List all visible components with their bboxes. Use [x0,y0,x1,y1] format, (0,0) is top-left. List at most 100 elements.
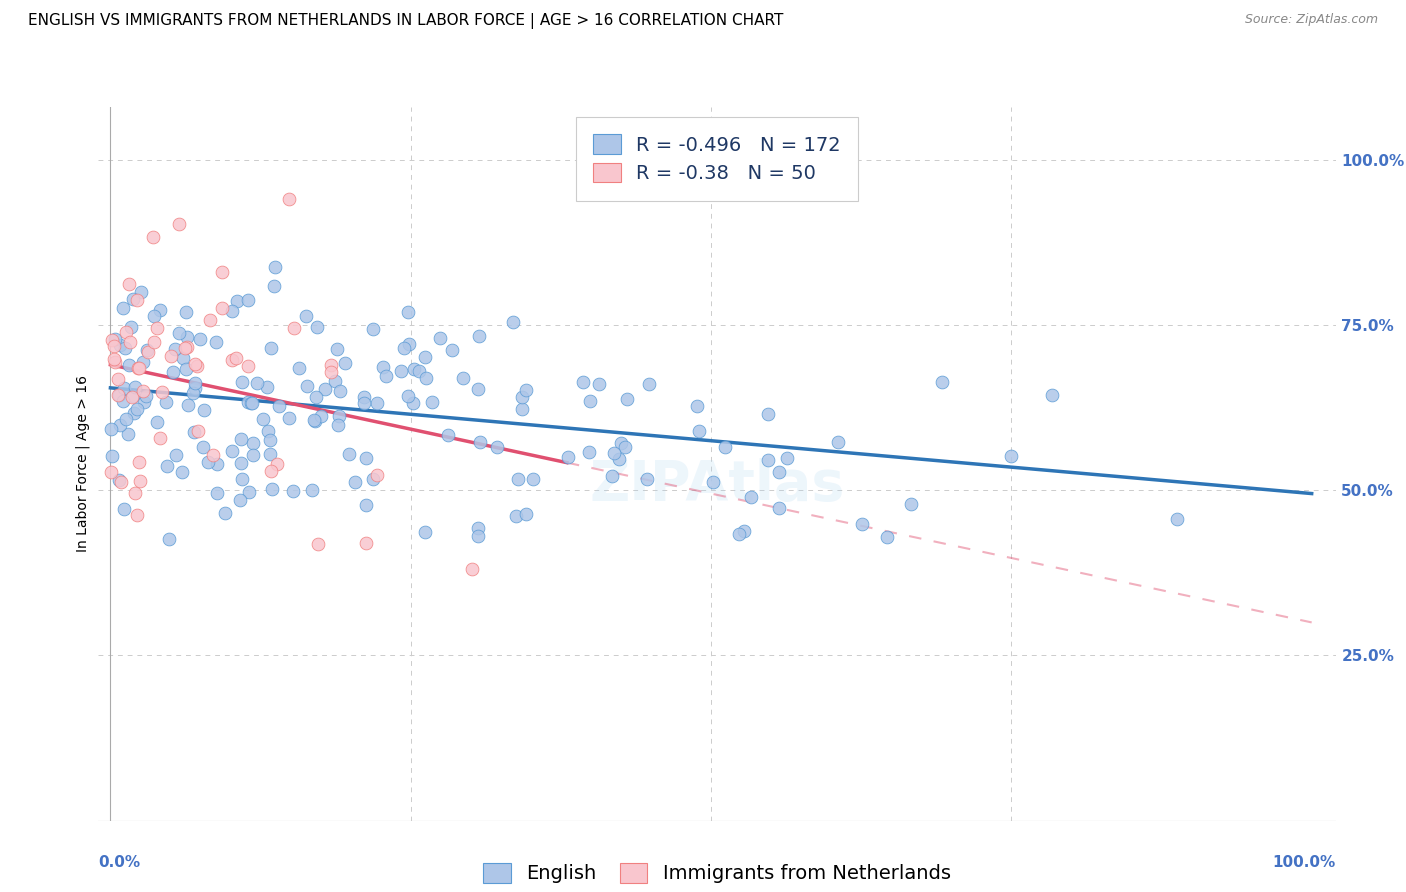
Point [468,328,491,343]
Point [112,502,135,516]
Point [131,355,153,369]
Point [688,424,710,438]
Point [415,371,437,385]
Point [260,482,283,496]
Point [301,483,323,497]
Point [354,498,377,512]
Point [260,342,283,356]
Point [515,383,537,397]
Point [756,407,779,421]
Point [1166,511,1188,525]
Point [259,434,281,448]
Point [329,384,352,398]
Point [226,293,249,308]
Text: 100.0%: 100.0% [1272,855,1336,870]
Point [114,381,136,395]
Point [172,351,194,365]
Point [354,536,377,550]
Point [129,474,152,488]
Point [201,448,224,462]
Point [146,415,169,429]
Point [205,457,228,471]
Point [122,389,145,403]
Point [231,472,253,486]
Point [142,334,165,349]
Point [165,342,187,356]
Point [256,380,278,394]
Point [408,363,430,377]
Point [142,230,165,244]
Point [238,293,260,307]
Point [283,321,305,335]
Point [333,356,356,370]
Point [420,395,443,409]
Point [607,452,630,467]
Point [221,444,243,458]
Point [107,372,129,386]
Point [304,414,326,428]
Point [242,448,264,462]
Point [610,436,633,450]
Point [257,424,280,438]
Point [740,491,762,505]
Point [211,265,233,279]
Point [108,417,131,432]
Point [326,342,349,356]
Point [613,440,636,454]
Point [900,497,922,511]
Point [616,392,638,407]
Point [107,388,129,402]
Point [165,448,187,462]
Point [269,400,291,414]
Point [429,331,451,345]
Point [394,341,416,355]
Point [756,453,779,467]
Point [827,434,849,449]
Point [396,389,419,403]
Point [214,506,236,520]
Point [510,390,533,404]
Point [467,521,489,535]
Point [135,389,157,403]
Point [398,336,420,351]
Point [184,357,207,371]
Point [100,333,122,347]
Point [107,388,129,402]
Point [281,483,304,498]
Point [184,376,207,391]
Point [101,449,124,463]
Point [437,427,460,442]
Point [149,431,172,445]
Point [714,440,737,454]
Point [103,339,125,353]
Point [374,369,396,384]
Point [129,285,152,299]
Point [191,440,214,454]
Point [211,301,233,315]
Point [108,338,131,352]
Point [127,508,149,523]
Point [124,486,146,500]
Point [138,345,160,359]
Point [277,192,299,206]
Point [733,524,755,539]
Point [515,508,537,522]
Point [176,305,198,319]
Point [238,485,260,500]
Point [263,279,285,293]
Point [128,455,150,469]
Point [118,359,141,373]
Point [602,445,624,459]
Point [502,315,524,329]
Point [174,362,197,376]
Point [702,475,724,489]
Point [323,374,346,388]
Point [468,435,491,450]
Point [295,379,318,393]
Point [508,472,530,486]
Point [183,425,205,440]
Point [118,277,141,291]
Point [110,475,132,489]
Point [294,309,316,323]
Point [240,396,263,410]
